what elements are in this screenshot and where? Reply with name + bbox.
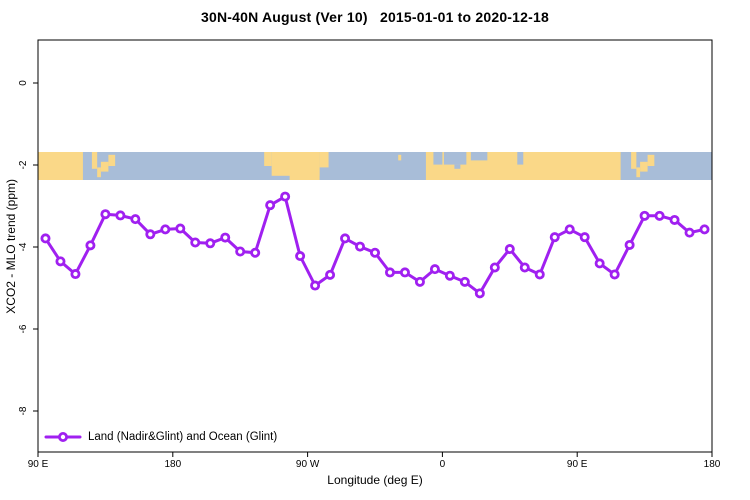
data-point-marker (414, 276, 425, 287)
data-point-marker (280, 191, 291, 202)
data-point-marker (459, 276, 470, 287)
data-point-marker (504, 244, 515, 255)
data-point-marker (384, 267, 395, 278)
data-point-marker (474, 288, 485, 299)
data-point-marker (444, 270, 455, 281)
y-axis-label: XCO2 - MLO trend (ppm) (4, 178, 18, 314)
data-point-marker (355, 241, 366, 252)
map-strip-land-block (97, 167, 101, 178)
data-point-marker (70, 269, 81, 280)
plot-box (37, 39, 713, 453)
data-point-marker (115, 210, 126, 221)
data-point-marker (310, 280, 321, 291)
data-point-marker (429, 264, 440, 275)
data-point-marker (295, 251, 306, 262)
y-tick-label: -6 (18, 324, 29, 333)
data-point-marker (669, 214, 680, 225)
x-tick-label: 90 E (28, 459, 49, 470)
data-point-marker (340, 233, 351, 244)
map-strip-sea-patch (433, 152, 443, 165)
data-point-marker (399, 267, 410, 278)
data-point-marker (85, 240, 96, 251)
data-point-marker (654, 210, 665, 221)
data-point-marker (549, 232, 560, 243)
data-point-marker (564, 224, 575, 235)
data-point-marker (55, 256, 66, 267)
legend-marker-sample (58, 431, 69, 442)
map-strip-sea-patch (470, 152, 488, 161)
legend-label: Land (Nadir&Glint) and Ocean (Glint) (88, 431, 277, 443)
y-tick-label: 0 (18, 80, 29, 86)
x-tick-label: 90 W (296, 459, 320, 470)
map-strip-sea-patch (443, 152, 467, 165)
map-strip-land-block (398, 154, 402, 161)
data-point-marker (369, 247, 380, 258)
map-strip-land-block (636, 167, 641, 178)
data-point-marker (235, 246, 246, 257)
data-point-marker (205, 238, 216, 249)
data-point-marker (624, 239, 635, 250)
data-point-marker (699, 224, 710, 235)
x-tick-label: 90 E (567, 459, 588, 470)
x-tick-label: 180 (704, 459, 721, 470)
map-strip-land-block (91, 152, 98, 169)
y-tick-label: -2 (18, 160, 29, 169)
map-strip-land-block (319, 152, 329, 168)
y-tick-label: -8 (18, 406, 29, 415)
map-strip-sea-patch (454, 164, 461, 169)
map-strip-land-block (289, 152, 320, 180)
map-strip-land-block (631, 152, 637, 169)
map-strip-sea-patch (517, 152, 524, 165)
data-line (44, 195, 706, 295)
data-point-marker (130, 214, 141, 225)
data-point-marker (175, 223, 186, 234)
data-point-marker (609, 269, 620, 280)
data-point-marker (639, 210, 650, 221)
map-strip-land-block (108, 154, 116, 166)
map-strip-land-block (640, 161, 648, 172)
data-point-marker (519, 262, 530, 273)
data-point-marker (220, 232, 231, 243)
data-point-marker (265, 200, 276, 211)
data-point-marker (594, 258, 605, 269)
data-point-marker (160, 224, 171, 235)
data-point-marker (250, 247, 261, 258)
y-axis-label-container: XCO2 - MLO trend (ppm) (0, 40, 22, 452)
data-point-marker (325, 269, 336, 280)
data-point-marker (40, 233, 51, 244)
data-point-marker (579, 232, 590, 243)
x-tick-label: 0 (440, 459, 446, 470)
map-strip-land-block (264, 152, 272, 166)
map-strip-land-block (100, 161, 109, 172)
map-strip-land-block (38, 152, 83, 180)
map-strip-land-block (647, 154, 655, 166)
data-point-marker (100, 209, 111, 220)
data-point-marker (190, 237, 201, 248)
data-point-marker (489, 262, 500, 273)
y-tick-label: -4 (18, 242, 29, 251)
x-axis-label: Longitude (deg E) (327, 473, 423, 487)
data-point-marker (684, 227, 695, 238)
x-tick-label: 180 (164, 459, 181, 470)
data-point-marker (534, 269, 545, 280)
chart-title: 30N-40N August (Ver 10) 2015-01-01 to 20… (201, 9, 549, 25)
data-point-marker (145, 229, 156, 240)
